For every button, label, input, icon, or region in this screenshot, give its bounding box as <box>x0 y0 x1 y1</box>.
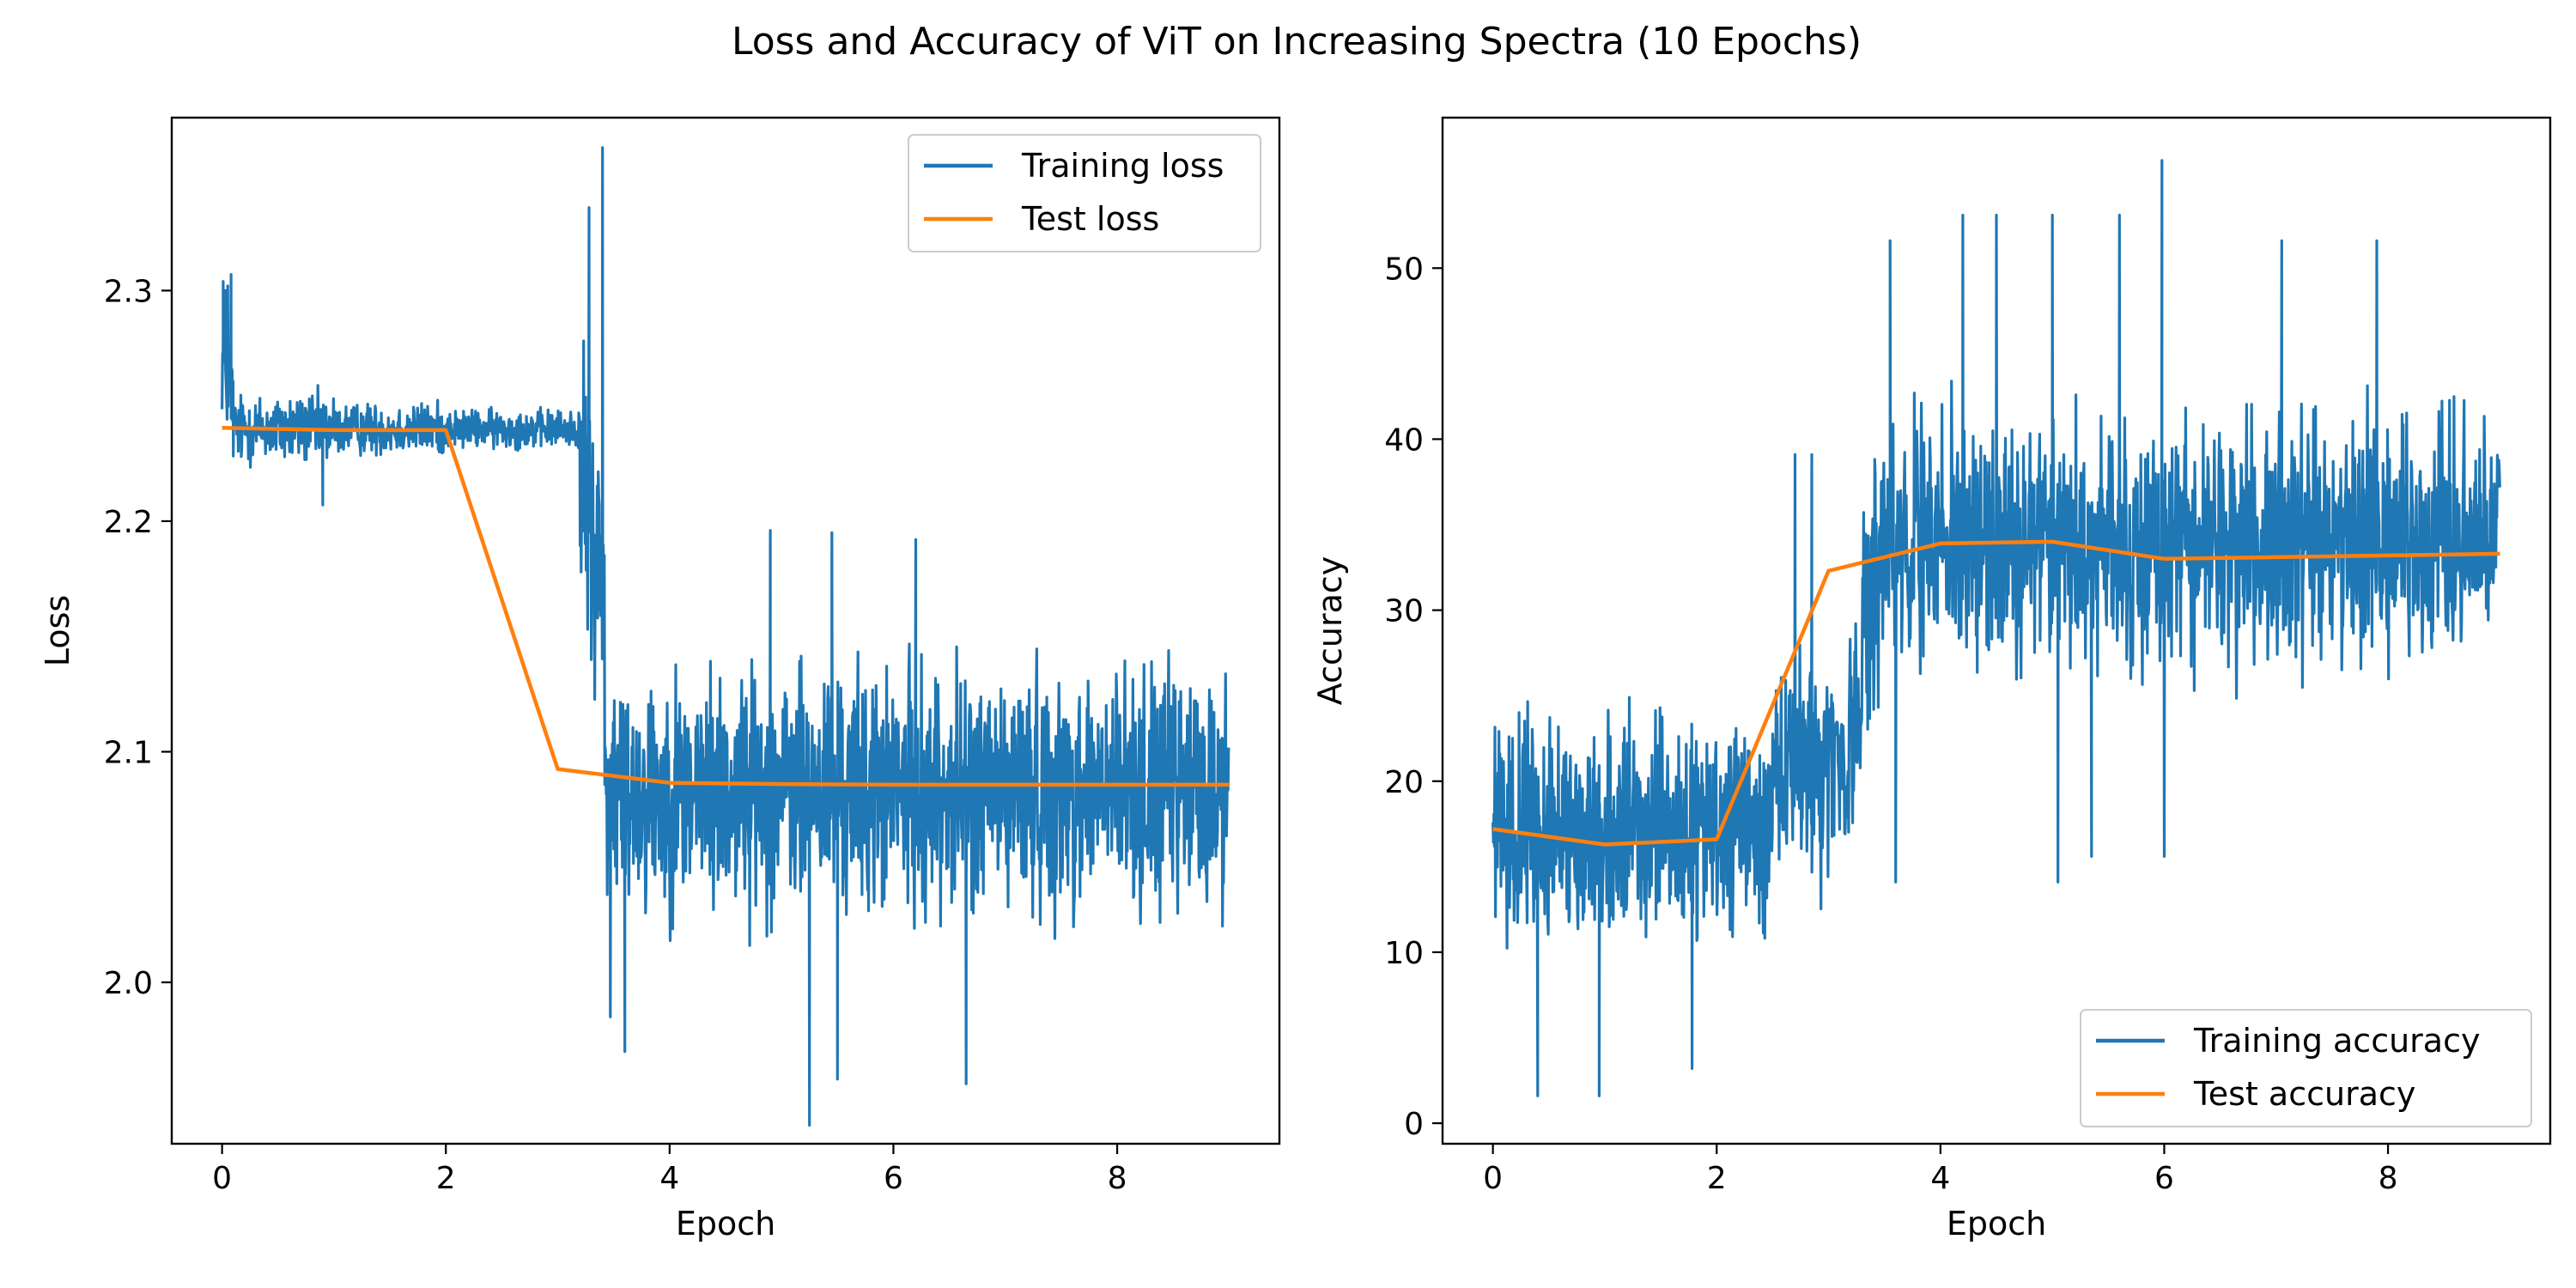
x-axis-label: Epoch <box>676 1205 775 1242</box>
y-tick-label: 10 <box>1384 936 1424 971</box>
series-line-test <box>222 425 1230 787</box>
x-tick-label: 8 <box>2379 1161 2398 1196</box>
y-tick-label: 2.1 <box>104 735 153 770</box>
y-tick-label: 2.0 <box>104 966 153 1001</box>
axes-frame <box>170 116 1281 1145</box>
legend-label-test: Test loss <box>1021 200 1159 238</box>
y-axis-label: Accuracy <box>1311 556 1349 706</box>
y-tick-label: 20 <box>1384 765 1424 800</box>
y-tick-label: 2.3 <box>104 274 153 309</box>
x-tick-label: 6 <box>2154 1161 2174 1196</box>
y-axis-label: Loss <box>39 595 76 666</box>
legend: Training accuracy Test accuracy <box>2080 1009 2532 1127</box>
legend-box <box>2080 1009 2532 1127</box>
legend: Training loss Test loss <box>908 134 1261 252</box>
x-tick-label: 0 <box>1483 1161 1503 1196</box>
chart-panel-accuracy: 0 2 4 6 8 0 10 20 30 40 50 Epoch Accuracy Training ac… <box>1311 116 2552 1242</box>
y-tick-label: 50 <box>1384 252 1424 287</box>
plot-area <box>221 146 1230 1127</box>
legend-label-test: Test accuracy <box>2193 1075 2415 1113</box>
x-tick-label: 0 <box>212 1161 232 1196</box>
x-tick-label: 6 <box>884 1161 903 1196</box>
x-tick-label: 4 <box>1930 1161 1950 1196</box>
legend-box <box>908 134 1261 252</box>
x-tick-label: 8 <box>1108 1161 1127 1196</box>
x-axis-label: Epoch <box>1947 1205 2046 1242</box>
figure-title: Loss and Accuracy of ViT on Increasing S… <box>732 20 1862 64</box>
y-tick-label: 0 <box>1404 1107 1424 1142</box>
legend-label-training: Training accuracy <box>2193 1022 2480 1060</box>
y-tick-label: 30 <box>1384 594 1424 629</box>
series-line-training <box>1492 159 2501 1097</box>
legend-label-training: Training loss <box>1021 147 1224 185</box>
series-line-training <box>221 146 1230 1127</box>
y-tick-label: 2.2 <box>104 505 153 540</box>
y-tick-label: 40 <box>1384 422 1424 458</box>
axes-frame <box>1441 116 2552 1145</box>
x-tick-label: 2 <box>436 1161 456 1196</box>
x-tick-label: 2 <box>1707 1161 1727 1196</box>
plot-area <box>1492 159 2501 1097</box>
series-line-test <box>1492 539 2500 847</box>
x-tick-label: 4 <box>659 1161 679 1196</box>
